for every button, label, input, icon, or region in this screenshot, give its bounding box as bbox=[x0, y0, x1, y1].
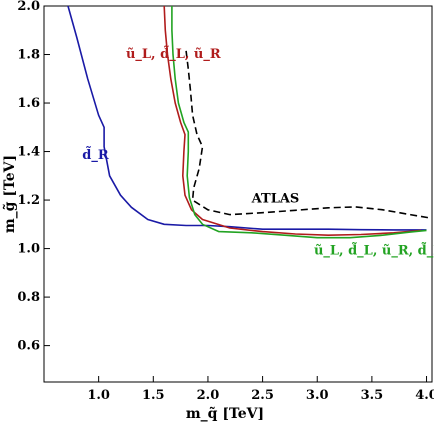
series-line-1 bbox=[67, 5, 427, 231]
y-tick-label: 0.6 bbox=[17, 339, 40, 354]
y-tick-label: 1.6 bbox=[17, 96, 40, 111]
annotation-label-1: ũ_L, d̃_L, ũ_R bbox=[126, 45, 221, 62]
annotation-label-4: ũ_L, d̃_L, ũ_R, d̃_R bbox=[314, 241, 434, 258]
series-layer bbox=[67, 5, 433, 239]
series-line-3 bbox=[171, 6, 427, 239]
series-line-4 bbox=[185, 50, 433, 220]
x-tick-label: 2.5 bbox=[251, 388, 274, 403]
x-tick-label: 2.0 bbox=[197, 388, 220, 403]
y-tick-label: 0.8 bbox=[17, 290, 40, 305]
y-tick-label: 1.4 bbox=[17, 145, 40, 160]
annotation-label-2: d̃_R bbox=[82, 145, 109, 162]
x-axis-label: m_q̃ [TeV] bbox=[186, 405, 264, 422]
x-tick-label: 4.0 bbox=[415, 388, 434, 403]
x-tick-label: 3.5 bbox=[361, 388, 384, 403]
y-tick-label: 1.0 bbox=[17, 242, 40, 257]
y-axis-label: m_g̃ [TeV] bbox=[1, 155, 18, 233]
annotation-layer: ũ_L, d̃_L, ũ_R d̃_R ATLAS ũ_L, d̃_L, ũ_R, d… bbox=[82, 45, 434, 259]
y-tick-label: 2.0 bbox=[17, 0, 40, 14]
annotation-label-3: ATLAS bbox=[251, 191, 300, 206]
series-line-2 bbox=[163, 5, 422, 236]
x-tick-label: 1.5 bbox=[142, 388, 165, 403]
x-tick-label: 1.0 bbox=[87, 388, 110, 403]
ticks: 1.0 1.5 2.0 2.5 3.0 3.5 4.0 0.6 0.8 1.0 1.2 1.4 1.6 1… bbox=[17, 0, 434, 403]
y-tick-label: 1.2 bbox=[17, 193, 40, 208]
x-tick-label: 3.0 bbox=[306, 388, 329, 403]
plot-frame bbox=[43, 5, 433, 383]
y-tick-label: 1.8 bbox=[17, 48, 40, 63]
